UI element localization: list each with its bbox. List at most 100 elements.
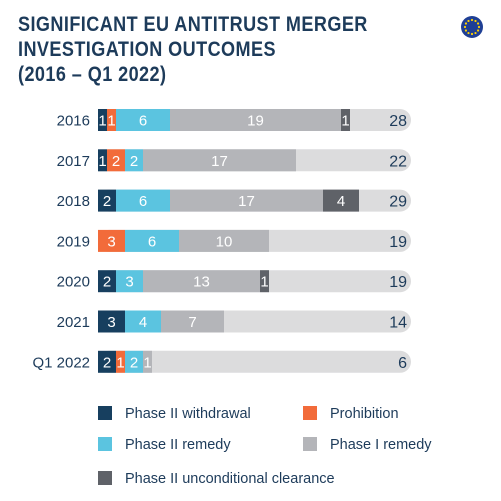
segment-value-label: 3 [107, 314, 115, 331]
legend-item: Phase II unconditional clearance [98, 471, 335, 487]
total-label: 6 [398, 355, 407, 372]
segment-value-label: 19 [247, 113, 264, 130]
legend-label: Prohibition [330, 406, 399, 422]
bar-segment [161, 310, 224, 333]
legend: Phase II withdrawal Prohibition Phase II r… [98, 406, 432, 487]
bar-row: Q1 2022 2 1 2 1 6 [32, 350, 411, 373]
category-label: 2020 [57, 274, 90, 291]
segment-value-label: 1 [260, 274, 268, 291]
segment-value-label: 2 [103, 193, 111, 210]
segment-value-label: 3 [107, 233, 115, 250]
bar-segment [116, 109, 170, 131]
segment-value-label: 1 [107, 113, 115, 130]
segment-value-label: 13 [193, 274, 210, 291]
category-label: Q1 2022 [32, 354, 90, 371]
bar-track [98, 350, 411, 373]
bar-segment [170, 109, 341, 131]
total-label: 28 [389, 113, 407, 130]
legend-label: Phase II withdrawal [125, 406, 251, 422]
eu-flag-star [463, 25, 467, 29]
eu-flag-star [476, 29, 480, 32]
legend-item: Phase II withdrawal [98, 406, 251, 422]
bar-segment [107, 149, 125, 172]
bar-segment [116, 189, 170, 212]
bar-segment [125, 310, 161, 333]
segment-value-label: 2 [112, 153, 120, 170]
segment-value-label: 1 [116, 354, 124, 371]
segment-value-label: 7 [188, 314, 196, 331]
eu-flag-star [474, 31, 477, 35]
bar-row: 2021 3 4 7 14 [57, 310, 411, 333]
eu-flag-icon [461, 16, 483, 38]
chart-title-line: INVESTIGATION OUTCOMES [18, 38, 276, 61]
category-label: 2021 [57, 314, 90, 331]
segment-value-label: 10 [216, 233, 233, 250]
chart-title-line: SIGNIFICANT EU ANTITRUST MERGER [18, 13, 368, 36]
bar-segment [170, 189, 323, 212]
eu-flag-star [467, 19, 470, 23]
bar-segment [260, 270, 269, 293]
bar-segment [143, 149, 296, 172]
bar-row: 2016 1 1 6 19 1 28 [57, 109, 411, 131]
segment-value-label: 2 [103, 354, 111, 371]
bar-segment [125, 149, 143, 172]
legend-swatch [98, 437, 112, 451]
legend-item: Prohibition [303, 406, 399, 422]
eu-flag-star [470, 18, 474, 22]
bar-segment [143, 350, 152, 373]
total-label: 19 [389, 274, 407, 291]
category-label: 2018 [57, 193, 90, 210]
legend-label: Phase II unconditional clearance [125, 471, 335, 487]
bar-segment [98, 229, 125, 252]
segment-value-label: 6 [139, 113, 147, 130]
bar-segment [116, 270, 143, 293]
eu-flag-star [464, 22, 468, 25]
category-label: 2016 [57, 113, 90, 130]
eu-flag-star [476, 22, 480, 25]
bar-segment [143, 270, 260, 293]
bar-segment [107, 109, 116, 131]
eu-flag-star [470, 32, 474, 36]
legend-label: Phase I remedy [330, 437, 432, 453]
segment-value-label: 1 [98, 153, 106, 170]
eu-flag-star [477, 25, 481, 29]
chart-title: SIGNIFICANT EU ANTITRUST MERGER INVESTIG… [18, 12, 379, 87]
bar-segment [98, 149, 107, 172]
segment-value-label: 1 [143, 354, 151, 371]
eu-flag-star [474, 19, 477, 23]
eu-flag-star [464, 29, 468, 32]
bar-row: 2020 2 3 13 1 19 [57, 270, 411, 293]
segment-value-label: 1 [98, 113, 106, 130]
segment-value-label: 6 [148, 233, 156, 250]
segment-value-label: 2 [103, 274, 111, 291]
legend-swatch [303, 406, 317, 420]
segment-value-label: 6 [139, 193, 147, 210]
bar-segment [98, 189, 116, 212]
bar-segment [179, 229, 269, 252]
segment-value-label: 17 [211, 153, 228, 170]
eu-flag-star [467, 31, 470, 35]
bar-segment [125, 229, 179, 252]
segment-value-label: 1 [341, 113, 349, 130]
total-label: 29 [389, 194, 407, 211]
bar-row: 2018 2 6 17 4 29 [57, 189, 411, 212]
bar-segment [125, 350, 143, 373]
legend-label: Phase II remedy [125, 437, 231, 453]
bar-segment [98, 350, 116, 373]
segment-value-label: 2 [130, 153, 138, 170]
eu-flag-circle [461, 16, 483, 38]
bar-row: 2017 1 2 2 17 22 [57, 149, 411, 172]
bar-segment [98, 270, 116, 293]
total-label: 14 [389, 315, 407, 332]
bar-segment [116, 350, 125, 373]
segment-value-label: 4 [337, 193, 345, 210]
total-label: 22 [389, 153, 407, 170]
segment-value-label: 4 [139, 314, 147, 331]
total-label: 19 [389, 234, 407, 251]
segment-value-label: 3 [125, 274, 133, 291]
category-label: 2017 [57, 153, 90, 170]
legend-item: Phase I remedy [303, 437, 432, 453]
chart-title-line: (2016 – Q1 2022) [18, 63, 167, 86]
